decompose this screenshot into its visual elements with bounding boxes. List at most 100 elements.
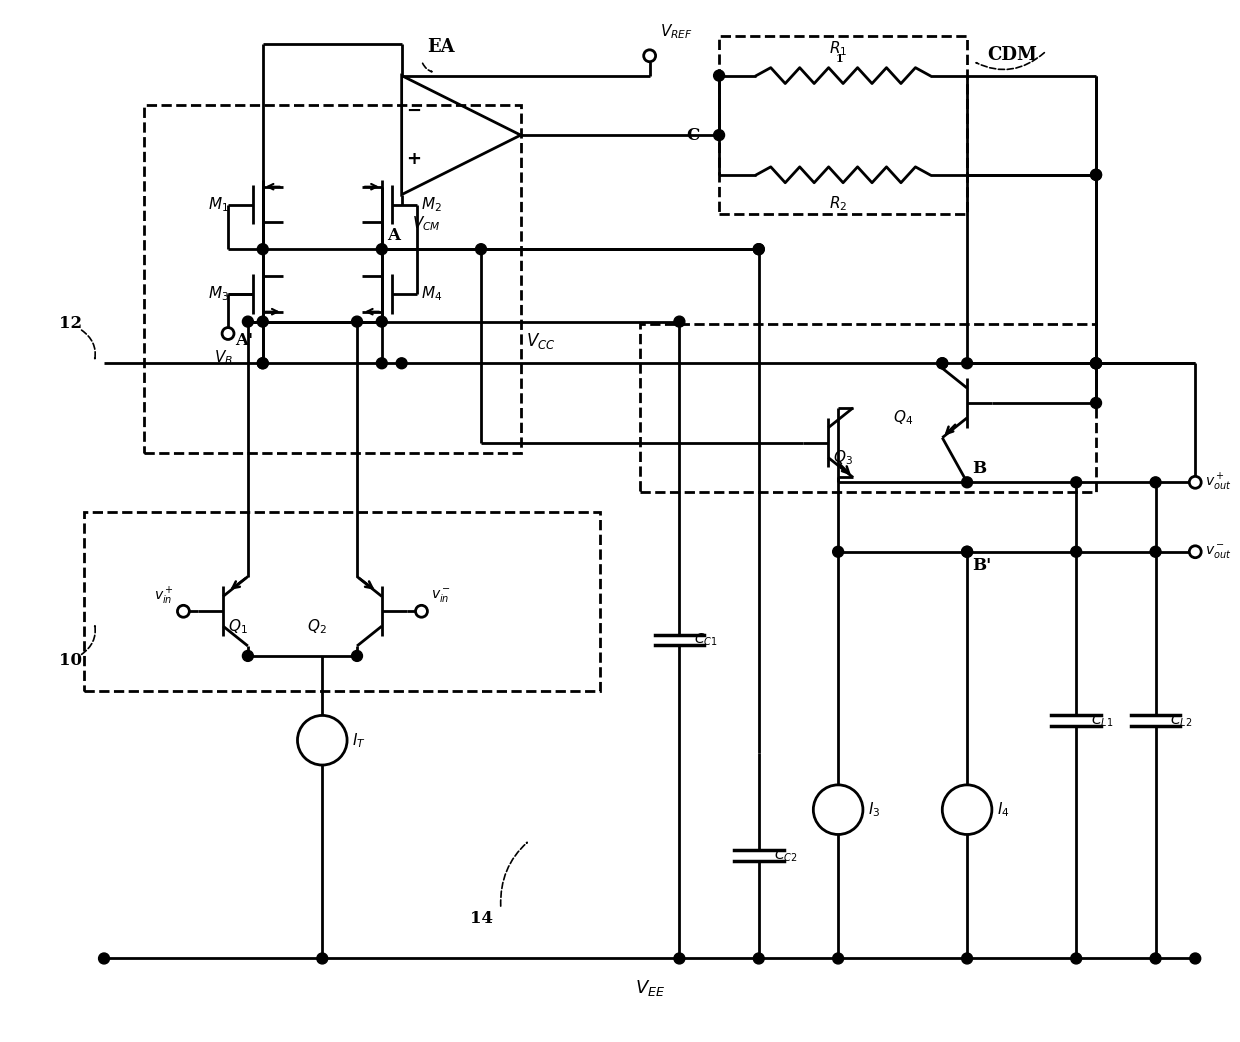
Circle shape [962, 546, 972, 557]
Bar [84, 512, 600, 691]
Circle shape [243, 316, 253, 327]
Circle shape [1189, 476, 1202, 489]
Bar [719, 35, 967, 215]
Text: $M_3$: $M_3$ [207, 284, 228, 303]
Text: $Q_4$: $Q_4$ [893, 408, 913, 427]
Text: $C_{C1}$: $C_{C1}$ [694, 631, 718, 648]
FancyArrowPatch shape [82, 330, 95, 358]
Circle shape [99, 953, 109, 964]
Circle shape [1091, 397, 1101, 408]
Text: $Q_2$: $Q_2$ [308, 617, 327, 636]
Text: +: + [405, 150, 422, 168]
Circle shape [833, 546, 843, 557]
Circle shape [962, 953, 972, 964]
Circle shape [813, 785, 863, 835]
Circle shape [754, 953, 764, 964]
Circle shape [352, 316, 362, 327]
Circle shape [258, 316, 268, 327]
Circle shape [243, 650, 253, 662]
Circle shape [258, 244, 268, 254]
Text: CDM: CDM [987, 46, 1037, 64]
Text: EA: EA [428, 38, 455, 56]
Text: $V_B$: $V_B$ [213, 348, 233, 367]
FancyArrowPatch shape [82, 626, 95, 654]
Circle shape [1189, 546, 1202, 557]
Circle shape [1071, 477, 1081, 488]
Circle shape [258, 357, 268, 369]
FancyArrowPatch shape [423, 64, 432, 72]
Text: 14: 14 [470, 911, 492, 927]
Circle shape [476, 244, 486, 254]
Circle shape [833, 953, 843, 964]
Circle shape [675, 316, 684, 327]
Text: $v_{out}^-$: $v_{out}^-$ [1205, 543, 1231, 561]
Circle shape [962, 357, 972, 369]
Text: $R_1$: $R_1$ [830, 39, 847, 57]
Text: $v_{in}^+$: $v_{in}^+$ [154, 586, 174, 607]
Text: $V_{EE}$: $V_{EE}$ [635, 978, 665, 998]
Circle shape [962, 546, 972, 557]
Text: $I_T$: $I_T$ [352, 730, 366, 749]
Text: $Q_3$: $Q_3$ [833, 448, 853, 467]
Circle shape [1091, 170, 1101, 180]
FancyArrowPatch shape [976, 53, 1044, 70]
Circle shape [1151, 477, 1161, 488]
Circle shape [937, 357, 947, 369]
Text: $V_{CM}$: $V_{CM}$ [412, 215, 440, 233]
Text: A': A' [234, 331, 253, 348]
Circle shape [317, 953, 327, 964]
Circle shape [377, 357, 387, 369]
Circle shape [754, 244, 764, 254]
Circle shape [644, 50, 656, 61]
Circle shape [754, 244, 764, 254]
Circle shape [177, 605, 190, 617]
Text: $C_{C2}$: $C_{C2}$ [774, 847, 797, 864]
Text: $V_{REF}$: $V_{REF}$ [660, 22, 692, 41]
Circle shape [942, 785, 992, 835]
Text: C: C [686, 127, 699, 144]
Text: 12: 12 [60, 315, 83, 332]
Text: $V_{CC}$: $V_{CC}$ [526, 331, 556, 351]
Circle shape [377, 316, 387, 327]
Text: −: − [405, 102, 422, 120]
Circle shape [962, 477, 972, 488]
Circle shape [1151, 953, 1161, 964]
Text: $v_{out}^+$: $v_{out}^+$ [1205, 472, 1231, 493]
Circle shape [1151, 546, 1161, 557]
Text: A: A [387, 227, 399, 244]
Text: B: B [972, 461, 986, 477]
Text: $C_{L1}$: $C_{L1}$ [1091, 712, 1114, 728]
FancyArrowPatch shape [501, 843, 527, 907]
Circle shape [298, 716, 347, 765]
Text: $M_2$: $M_2$ [422, 195, 441, 214]
Circle shape [1071, 953, 1081, 964]
Text: $M_4$: $M_4$ [420, 284, 441, 303]
Circle shape [714, 129, 724, 141]
Circle shape [222, 327, 234, 340]
Text: $I_4$: $I_4$ [997, 800, 1009, 819]
Bar [640, 324, 1096, 492]
Text: 10: 10 [60, 652, 82, 669]
Circle shape [258, 357, 268, 369]
Circle shape [1091, 357, 1101, 369]
Circle shape [675, 953, 684, 964]
Circle shape [714, 70, 724, 81]
Circle shape [377, 244, 387, 254]
Text: $M_1$: $M_1$ [207, 195, 228, 214]
Circle shape [1091, 170, 1101, 180]
Circle shape [1091, 357, 1101, 369]
Circle shape [1190, 953, 1200, 964]
Circle shape [352, 650, 362, 662]
Text: 1: 1 [836, 53, 843, 64]
Circle shape [937, 357, 947, 369]
Text: $I_3$: $I_3$ [868, 800, 880, 819]
Bar [144, 105, 521, 452]
Circle shape [1071, 546, 1081, 557]
Circle shape [397, 357, 407, 369]
Text: $v_{in}^-$: $v_{in}^-$ [432, 588, 451, 605]
Text: $C_{L2}$: $C_{L2}$ [1171, 712, 1193, 728]
Text: B': B' [972, 556, 991, 574]
Circle shape [1091, 357, 1101, 369]
Circle shape [415, 605, 428, 617]
Text: $R_2$: $R_2$ [830, 195, 847, 214]
